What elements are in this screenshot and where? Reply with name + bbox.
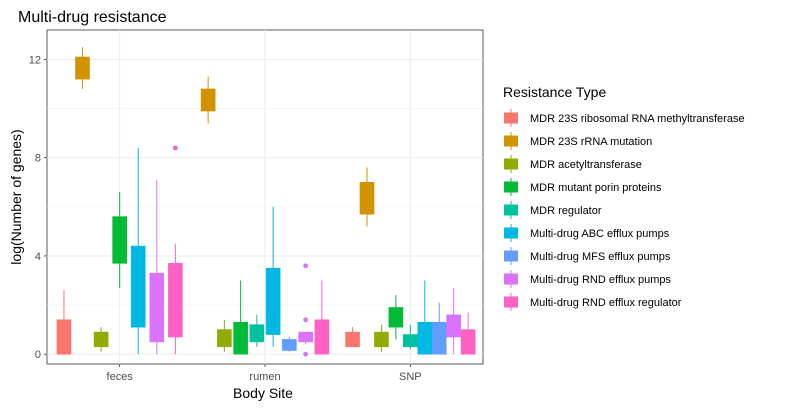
box-group [345,327,360,348]
box-group [417,280,433,355]
box-group [56,290,72,355]
legend-item-label: Multi-drug RND efflux regulator [530,297,682,309]
box-group [217,319,232,352]
x-tick-label: SNP [399,371,422,383]
legend-key-box [504,250,518,262]
legend-key-box [504,181,518,193]
box-body [431,321,447,355]
legend-item: MDR 23S ribosomal RNA methyltransferase [504,109,745,127]
outlier-point [303,351,309,357]
legend-key-box [504,158,518,170]
box-body [130,245,146,328]
box-group [112,192,127,288]
legend-key-box [504,296,518,308]
legend-item-label: Multi-drug ABC efflux pumps [530,228,670,240]
box-group [233,280,248,355]
legend-key-box [504,112,518,124]
box-body [314,319,330,355]
legend-item: MDR 23S rRNA mutation [504,132,652,150]
box-group [388,295,404,340]
chart-title: Multi-drug resistance [18,9,167,26]
box-group [298,263,313,357]
legend-item-label: MDR 23S ribosomal RNA methyltransferase [530,113,745,125]
box-body [403,334,418,348]
legend-item: MDR mutant porin proteins [504,178,662,196]
legend-item-label: Multi-drug MFS efflux pumps [530,251,671,263]
axes: 0 4 8 12 feces rumen SNP [29,54,422,383]
legend-item-label: Multi-drug RND efflux pumps [530,274,672,286]
legend-item-label: MDR 23S rRNA mutation [530,136,652,148]
legend-item: Multi-drug MFS efflux pumps [504,247,671,265]
box-body [200,88,216,112]
legend-item: Multi-drug ABC efflux pumps [504,224,670,242]
y-axis-label: log(Number of genes) [8,129,24,264]
box-body [249,324,265,343]
box-group [359,167,375,227]
legend-item-label: MDR regulator [530,205,602,217]
box-body [168,263,183,338]
box-body [56,319,72,355]
box-group [75,47,90,89]
box-group [265,206,281,347]
legend-item: MDR regulator [504,201,602,219]
box-body [460,329,476,355]
box-group [249,314,265,347]
box-group [130,147,146,355]
box-group [460,312,476,355]
box-body [359,181,375,215]
outlier-point [303,317,309,323]
legend-key-box [504,227,518,239]
x-tick-label: rumen [249,371,280,383]
box-group [431,302,447,355]
outlier-point [172,145,178,151]
box-body [446,314,461,338]
legend-title: Resistance Type [503,84,606,100]
box-group [314,280,330,355]
legend: Resistance Type MDR 23S ribosomal RNA me… [503,84,745,311]
box-body [149,272,165,343]
box-body [75,56,90,80]
legend-item: Multi-drug RND efflux pumps [504,270,672,288]
legend-key-box [504,273,518,285]
box-group [446,287,461,355]
y-tick-label: 8 [35,153,41,165]
outlier-point [303,263,309,269]
box-body [388,307,404,328]
box-group [93,327,109,352]
box-body [345,331,360,348]
legend-item: Multi-drug RND efflux regulator [504,293,682,311]
box-body [217,329,232,348]
box-body [298,331,313,343]
box-body [112,216,127,264]
box-body [233,321,248,355]
box-group [149,179,165,355]
box-group [403,324,418,350]
box-body [417,321,433,355]
y-tick-label: 0 [35,349,41,361]
legend-key-box [504,204,518,216]
legend-item: MDR acetyltransferase [504,155,642,173]
box-marks [56,47,476,357]
box-group [374,324,389,352]
legend-item-label: MDR mutant porin proteins [530,182,662,194]
y-tick-label: 12 [29,54,41,66]
box-body [93,331,109,348]
box-group [200,76,216,124]
box-body [282,339,297,351]
box-body [374,331,389,348]
legend-item-label: MDR acetyltransferase [530,159,642,171]
box-body [265,267,281,335]
x-tick-label: feces [107,371,134,383]
y-tick-label: 4 [35,251,41,263]
box-group [282,336,297,352]
x-axis-label: Body Site [233,385,293,401]
legend-key-box [504,135,518,147]
box-group [168,145,183,355]
